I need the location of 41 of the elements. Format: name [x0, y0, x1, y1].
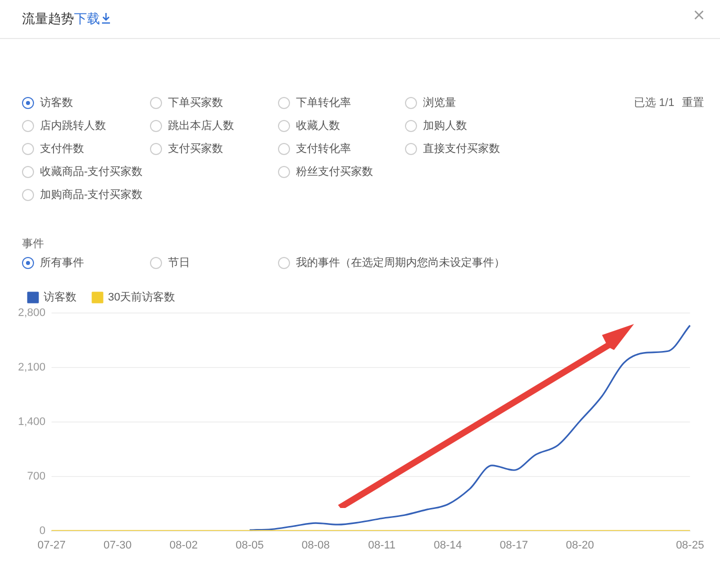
text: 流量趋势 — [22, 11, 74, 26]
y-tick-label: 700 — [27, 470, 46, 482]
text: 访客数 — [40, 96, 73, 110]
y-tick-label: 2,800 — [18, 307, 46, 320]
text: 节日 — [168, 256, 190, 270]
y-tick-label: 2,100 — [18, 361, 46, 374]
text: 加购商品-支付买家数 — [40, 188, 143, 202]
y-tick-label: 1,400 — [18, 416, 46, 428]
x-tick-label: 07-27 — [37, 539, 66, 552]
text: 收藏人数 — [296, 118, 340, 133]
text: 跳出本店人数 — [168, 118, 234, 133]
text: 浏览量 — [423, 96, 456, 110]
text: 加购人数 — [423, 119, 467, 133]
legend-label: 访客数 — [44, 290, 76, 304]
text: 下单转化率 — [296, 96, 351, 110]
text: 下载 — [74, 11, 100, 26]
text: 粉丝支付买家数 — [296, 164, 373, 179]
x-tick-label: 08-08 — [302, 539, 330, 552]
y-tick-label: 0 — [39, 524, 46, 537]
x-tick-label: 08-25 — [676, 539, 704, 552]
line-series — [248, 324, 691, 531]
text: 重置 — [682, 96, 704, 110]
x-tick-label: 07-30 — [104, 539, 132, 552]
text: 下单买家数 — [168, 96, 223, 110]
text: 事件 — [22, 237, 44, 251]
legend-label: 30天前访客数 — [108, 290, 176, 304]
x-tick-label: 08-02 — [170, 539, 198, 552]
text: 所有事件 — [40, 256, 84, 270]
text: 收藏商品-支付买家数 — [40, 164, 143, 179]
text: 支付转化率 — [296, 142, 351, 156]
x-tick-label: 08-20 — [566, 539, 594, 552]
text: 支付买家数 — [168, 142, 223, 156]
text: 支付件数 — [40, 142, 84, 156]
text: 我的事件（在选定周期内您尚未设定事件） — [296, 256, 505, 270]
x-tick-label: 08-05 — [236, 539, 264, 552]
x-tick-label: 08-14 — [434, 539, 462, 552]
text: 已选 1/1 — [634, 96, 674, 110]
text: 直接支付买家数 — [423, 142, 500, 156]
x-tick-label: 08-17 — [500, 539, 528, 552]
text: 店内跳转人数 — [40, 118, 106, 133]
x-tick-label: 08-11 — [368, 539, 396, 552]
